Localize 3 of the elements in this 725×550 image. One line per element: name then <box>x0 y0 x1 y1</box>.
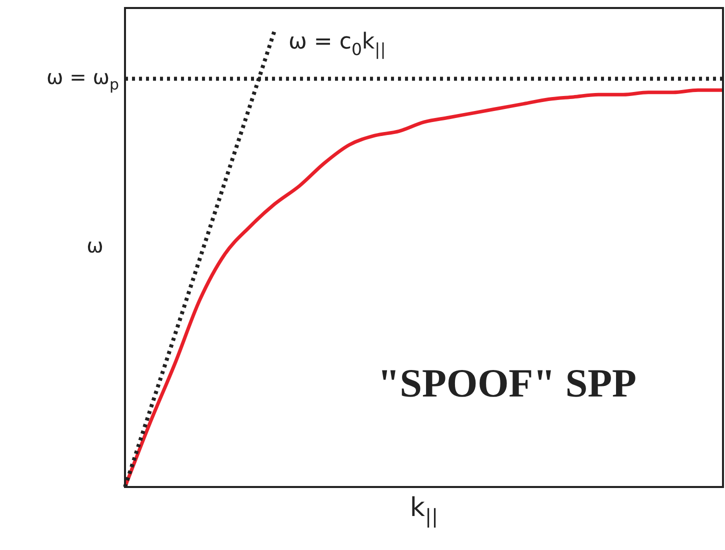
annotation: "SPOOF" SPP <box>378 360 636 406</box>
x-axis-title: k|| <box>410 492 438 528</box>
y-axis-title: ω <box>86 234 104 258</box>
